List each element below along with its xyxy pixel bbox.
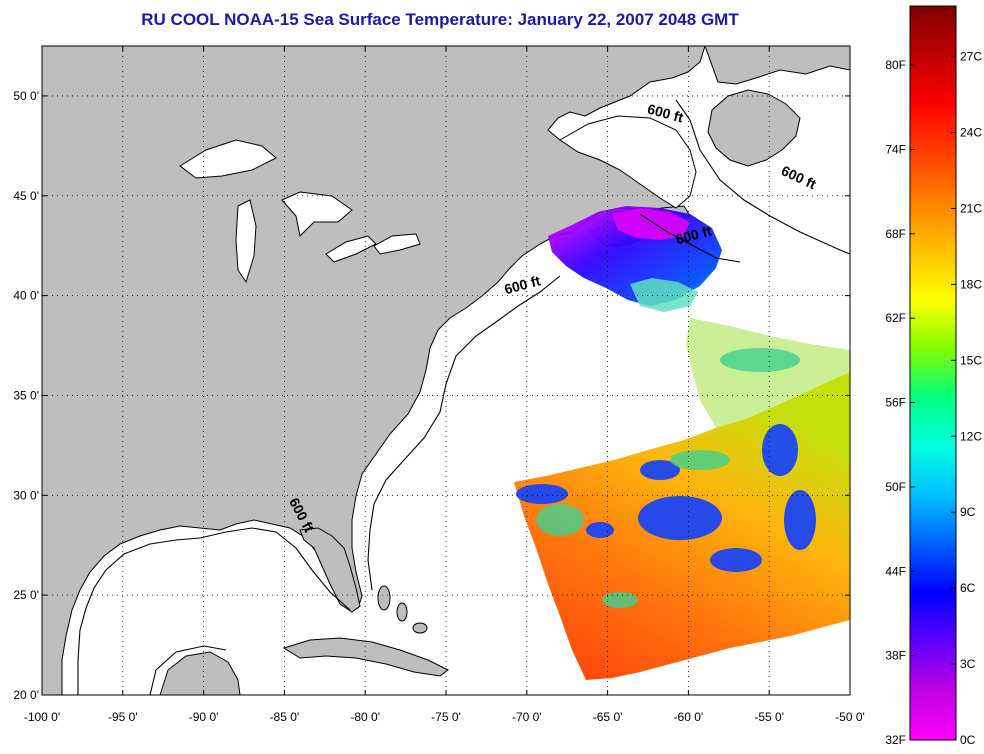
celsius-label: 12C <box>960 429 982 443</box>
lon-tick-label: -95 0' <box>108 710 138 724</box>
fahrenheit-label: 62F <box>885 311 906 325</box>
fahrenheit-label: 32F <box>885 733 906 747</box>
lon-tick-label: -90 0' <box>189 710 219 724</box>
land-bahamas <box>377 585 428 634</box>
gulf-st-lawrence <box>559 115 697 209</box>
celsius-label: 18C <box>960 277 982 291</box>
lat-tick-label: 50 0' <box>13 89 39 103</box>
fahrenheit-label: 56F <box>885 396 906 410</box>
land-florida <box>299 527 361 613</box>
lon-tick-label: -65 0' <box>593 710 623 724</box>
isobath-600ft <box>77 99 850 695</box>
sst-aqua-patch <box>630 278 698 312</box>
land-north-america <box>42 46 706 695</box>
lat-tick-label: 40 0' <box>13 289 39 303</box>
graticule <box>42 46 850 695</box>
sst-blue-patches <box>516 424 816 572</box>
axis-ticks <box>41 46 851 696</box>
lon-tick-label: -75 0' <box>431 710 461 724</box>
sst-swath-north <box>686 318 850 428</box>
chart-title: RU COOL NOAA-15 Sea Surface Temperature:… <box>141 10 739 29</box>
celsius-label: 0C <box>960 733 976 747</box>
lon-tick-label: -100 0' <box>24 710 60 724</box>
celsius-label: 15C <box>960 353 982 367</box>
colorbar <box>909 5 957 741</box>
celsius-label: 9C <box>960 505 976 519</box>
celsius-label: 21C <box>960 201 982 215</box>
lon-tick-labels: -100 0' -95 0' -90 0' -85 0' -80 0' -75 0' -70… <box>24 710 865 724</box>
land-labrador <box>704 46 850 85</box>
lat-tick-label: 25 0' <box>13 588 39 602</box>
celsius-label: 24C <box>960 126 982 140</box>
celsius-label: 27C <box>960 50 982 64</box>
fahrenheit-label: 44F <box>885 564 906 578</box>
sst-magenta-patch <box>612 208 690 240</box>
land-newfoundland <box>707 89 801 167</box>
sst-green-patches <box>536 348 800 608</box>
lon-tick-label: -70 0' <box>512 710 542 724</box>
lon-tick-label: -85 0' <box>270 710 300 724</box>
lon-tick-label: -55 0' <box>754 710 784 724</box>
fahrenheit-label: 80F <box>885 58 906 72</box>
celsius-label: 6C <box>960 581 976 595</box>
fahrenheit-label: 38F <box>885 649 906 663</box>
land-yucatan <box>159 651 241 695</box>
lon-tick-label: -60 0' <box>674 710 704 724</box>
lon-tick-label: -50 0' <box>835 710 865 724</box>
fahrenheit-label: 74F <box>885 142 906 156</box>
lon-tick-label: -80 0' <box>350 710 380 724</box>
lat-tick-label: 45 0' <box>13 189 39 203</box>
fahrenheit-label: 50F <box>885 480 906 494</box>
colorbar-celsius-labels: 0C 3C 6C 9C 12C 15C 18C 21C 24C 27C <box>960 50 982 747</box>
colorbar-ticks <box>910 56 956 741</box>
lat-tick-labels: 20 0' 25 0' 30 0' 35 0' 40 0' 45 0' 50 0' <box>13 89 39 702</box>
land-cuba <box>282 637 449 677</box>
lat-tick-label: 30 0' <box>13 488 39 502</box>
colorbar-fahrenheit-labels: 32F 38F 44F 50F 56F 62F 68F 74F 80F <box>885 58 906 747</box>
great-lakes <box>179 139 421 284</box>
lat-tick-label: 35 0' <box>13 388 39 402</box>
fahrenheit-label: 68F <box>885 227 906 241</box>
celsius-label: 3C <box>960 657 976 671</box>
lat-tick-label: 20 0' <box>13 688 39 702</box>
